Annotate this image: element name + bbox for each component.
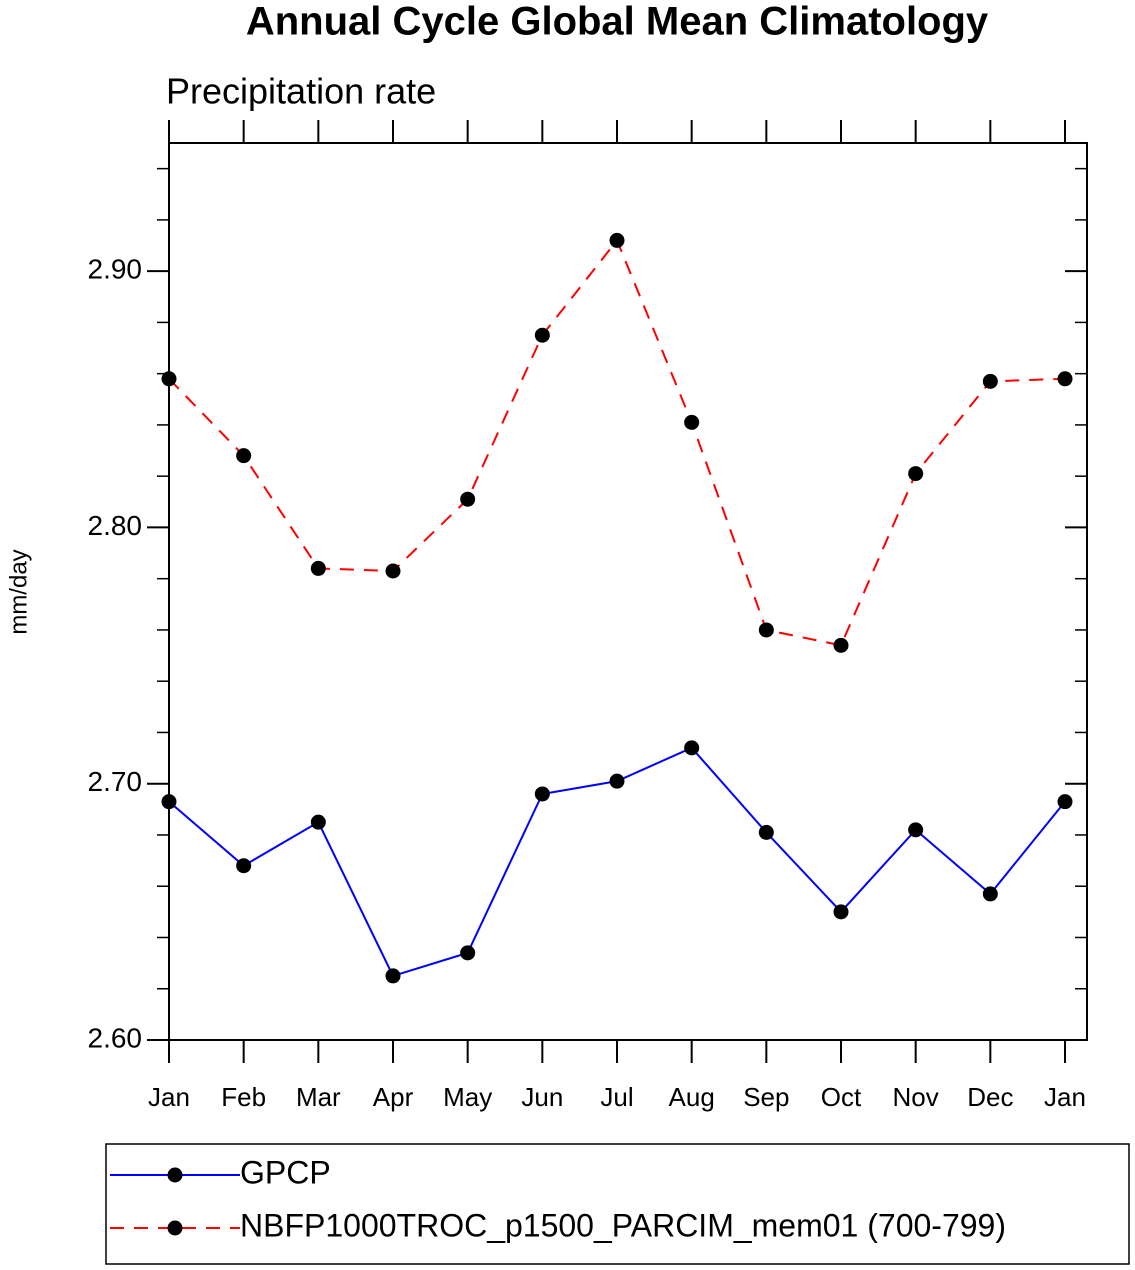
x-tick-label: Mar: [296, 1082, 341, 1112]
x-tick-label: Apr: [373, 1082, 414, 1112]
x-tick-label: Feb: [221, 1082, 266, 1112]
y-tick-label: 2.80: [88, 510, 143, 541]
data-point: [161, 371, 177, 387]
data-point: [460, 491, 476, 507]
data-point: [982, 886, 998, 902]
data-point: [534, 327, 550, 343]
plot-frame: [168, 142, 1088, 1041]
data-point: [1057, 371, 1073, 387]
chart-subtitle: Precipitation rate: [166, 71, 436, 112]
data-point: [908, 466, 924, 482]
legend-label: GPCP: [240, 1154, 331, 1190]
data-point: [310, 560, 326, 576]
data-point: [534, 786, 550, 802]
y-axis-label: mm/day: [5, 549, 32, 634]
legend-box: [105, 1143, 1130, 1265]
x-tick-label: Dec: [967, 1082, 1013, 1112]
x-tick-label: May: [443, 1082, 492, 1112]
y-tick-label: 2.60: [88, 1022, 143, 1053]
legend-marker: [167, 1220, 183, 1236]
data-point: [609, 232, 625, 248]
data-point: [385, 563, 401, 579]
data-point: [161, 794, 177, 810]
y-tick-label: 2.90: [88, 254, 143, 285]
legend-label: NBFP1000TROC_p1500_PARCIM_mem01 (700-799…: [240, 1207, 1006, 1243]
data-point: [236, 858, 252, 874]
data-point: [982, 373, 998, 389]
x-tick-label: Aug: [669, 1082, 715, 1112]
x-tick-label: Jul: [600, 1082, 633, 1112]
data-point: [684, 414, 700, 430]
data-point: [833, 637, 849, 653]
data-point: [1057, 794, 1073, 810]
data-point: [609, 773, 625, 789]
data-point: [908, 822, 924, 838]
x-tick-label: Oct: [821, 1082, 862, 1112]
x-tick-label: Sep: [743, 1082, 789, 1112]
x-tick-label: Jan: [148, 1082, 190, 1112]
data-point: [684, 740, 700, 756]
series-line: [168, 238, 1066, 647]
data-point: [460, 945, 476, 961]
data-point: [310, 814, 326, 830]
data-point: [833, 904, 849, 920]
chart-title: Annual Cycle Global Mean Climatology: [246, 0, 989, 44]
y-tick-label: 2.70: [88, 766, 143, 797]
data-point: [385, 968, 401, 984]
x-tick-label: Jun: [521, 1082, 563, 1112]
legend-marker: [167, 1167, 183, 1183]
x-tick-label: Jan: [1044, 1082, 1086, 1112]
data-point: [758, 824, 774, 840]
data-point: [236, 448, 252, 464]
data-point: [758, 622, 774, 638]
x-tick-label: Nov: [893, 1082, 939, 1112]
